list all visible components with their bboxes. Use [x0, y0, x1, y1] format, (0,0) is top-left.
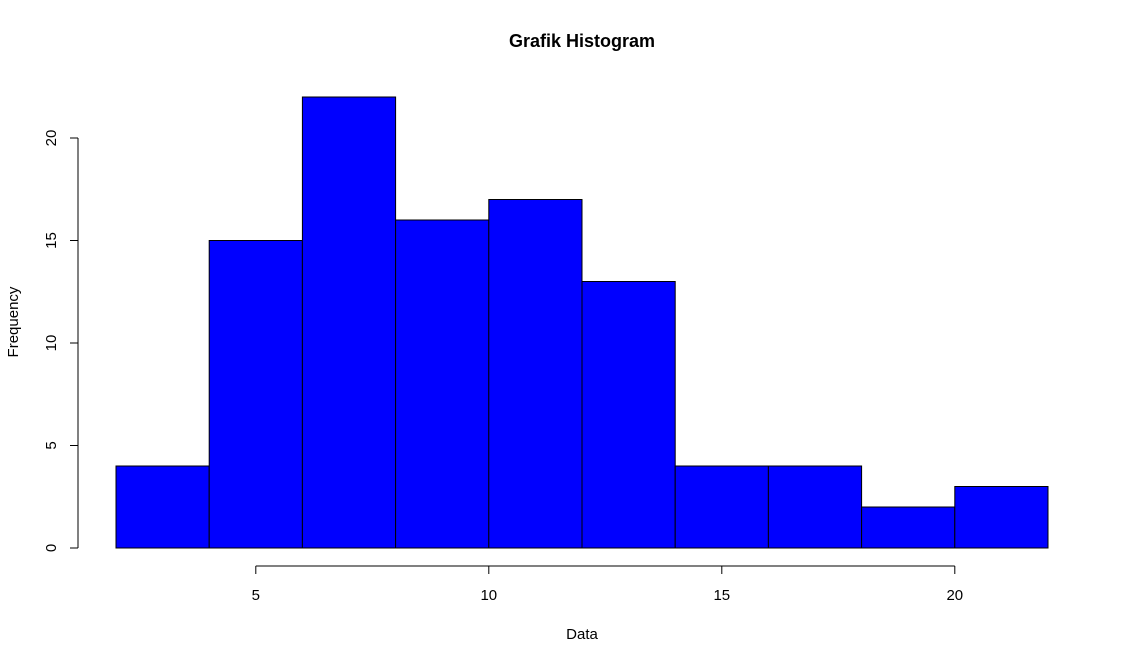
histogram-bar: [301, 96, 397, 549]
x-tick-label: 15: [713, 587, 730, 604]
x-tick-label: 20: [946, 587, 963, 604]
bars-group: [115, 96, 1049, 549]
histogram-bar: [581, 281, 676, 549]
y-axis-ticks: 0 5 10 15 20: [43, 130, 78, 552]
x-tick-label: 5: [252, 587, 260, 604]
x-axis-title: Data: [566, 626, 598, 643]
x-tick-label: 10: [480, 587, 497, 604]
y-tick-label: 15: [43, 232, 60, 249]
histogram-bar: [674, 465, 769, 549]
histogram-bar: [861, 506, 956, 549]
histogram-bar: [395, 219, 490, 549]
histogram-bar: [954, 486, 1049, 549]
y-tick-label: 0: [43, 544, 60, 552]
y-tick-label: 10: [43, 335, 60, 352]
y-axis-title: Frequency: [5, 286, 22, 357]
histogram-bar: [767, 465, 863, 549]
histogram-bar: [115, 465, 210, 549]
chart-title: Grafik Histogram: [509, 31, 655, 51]
x-axis-ticks: 5 10 15 20: [252, 566, 963, 604]
histogram-bar: [208, 240, 303, 549]
y-tick-label: 5: [43, 441, 60, 449]
y-tick-label: 20: [43, 130, 60, 147]
histogram-bar: [488, 199, 583, 549]
